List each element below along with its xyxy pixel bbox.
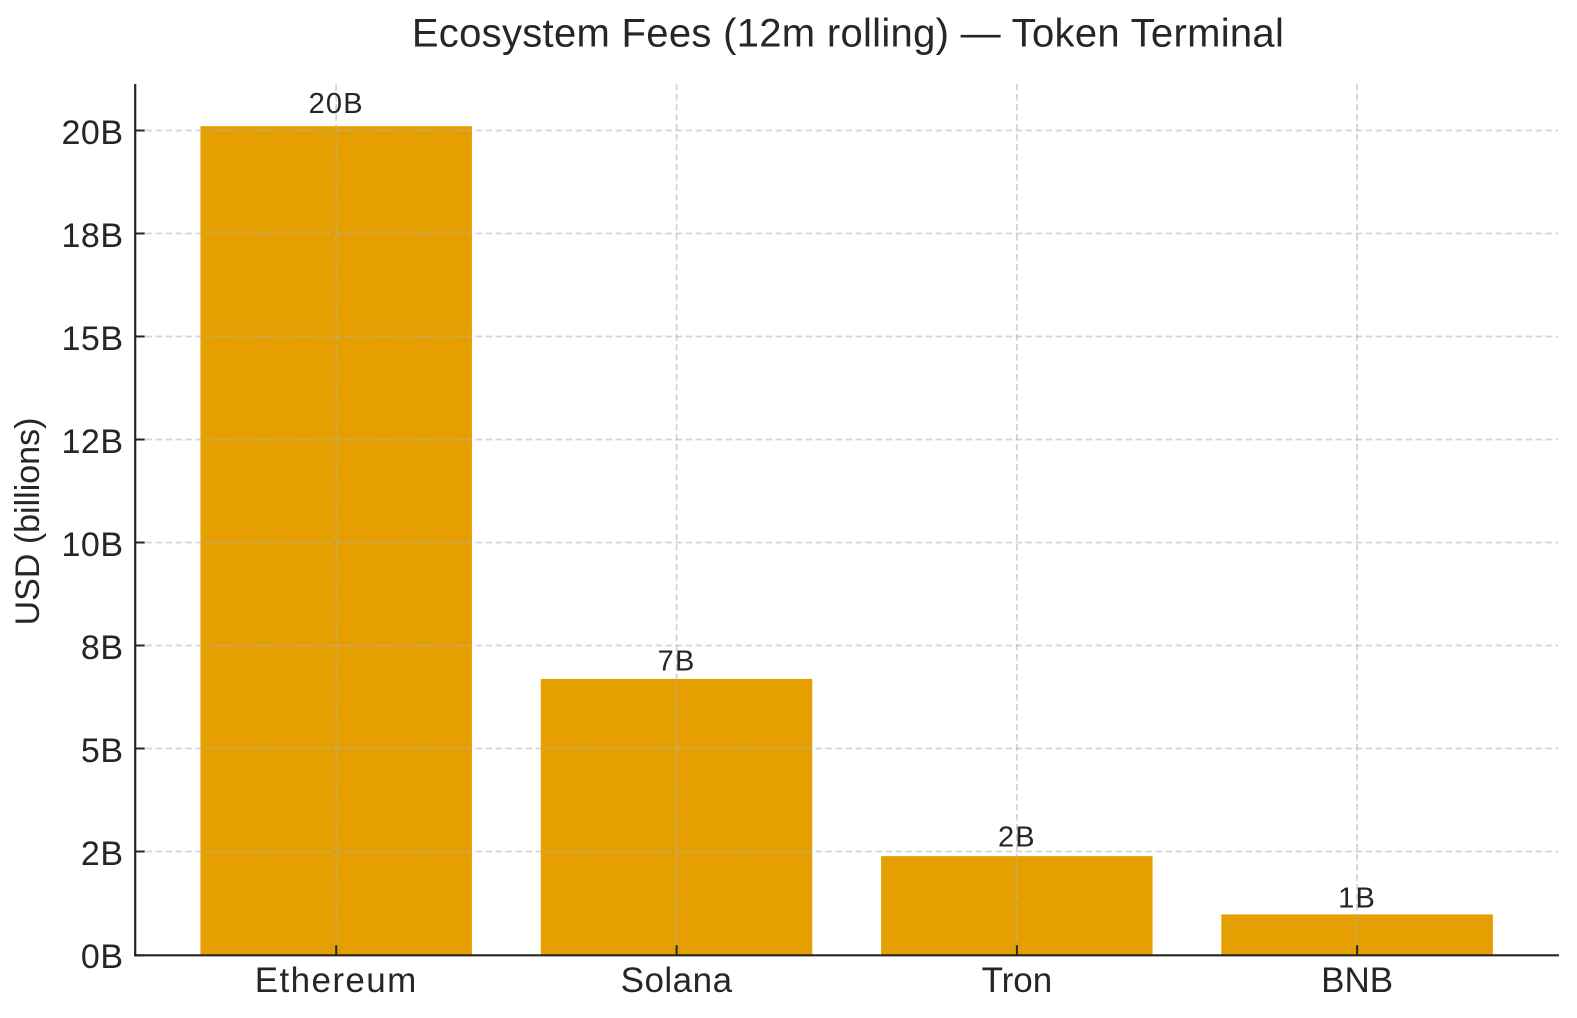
svg-text:20B: 20B [309,88,364,120]
svg-text:Ecosystem Fees (12m rolling) —: Ecosystem Fees (12m rolling) — Token Ter… [412,12,1284,56]
svg-text:Solana: Solana [621,961,733,1000]
svg-text:12B: 12B [62,423,124,461]
svg-text:BNB: BNB [1321,961,1393,1000]
svg-text:20B: 20B [62,114,124,152]
svg-text:2B: 2B [81,835,124,873]
svg-text:7B: 7B [658,646,696,678]
svg-text:18B: 18B [62,217,124,255]
svg-text:Ethereum: Ethereum [255,961,418,1000]
svg-text:2B: 2B [998,822,1036,854]
svg-text:1B: 1B [1338,883,1376,915]
svg-text:0B: 0B [81,938,124,976]
svg-text:10B: 10B [62,526,124,564]
svg-text:Tron: Tron [982,961,1053,1000]
svg-text:8B: 8B [81,629,124,667]
svg-text:USD (billions): USD (billions) [9,418,47,626]
svg-text:5B: 5B [81,732,124,770]
svg-text:15B: 15B [62,320,124,358]
